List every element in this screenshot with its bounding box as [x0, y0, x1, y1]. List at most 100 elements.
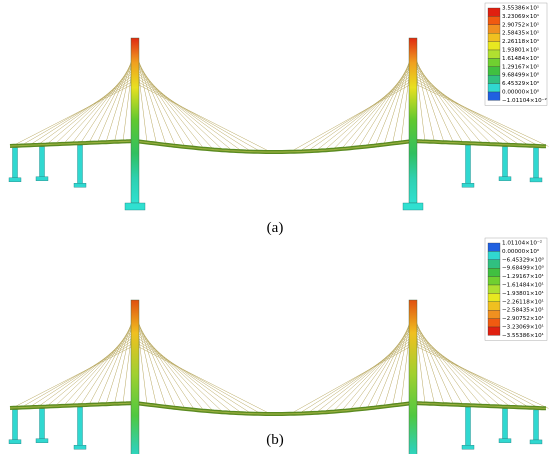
pier-base — [35, 176, 49, 181]
legend-label: −2.26118×10¹ — [502, 298, 544, 305]
cable — [412, 344, 549, 409]
cable — [412, 76, 530, 146]
legend-label: 2.90752×10¹ — [502, 21, 539, 28]
legend-label: 1.01104×10⁻² — [502, 240, 542, 247]
cable — [412, 70, 511, 146]
cable — [412, 58, 473, 144]
cable — [412, 61, 483, 144]
cable — [307, 76, 414, 152]
legend-label: 1.29167×10¹ — [502, 63, 539, 70]
legend-label: −6.45329×10⁰ — [502, 256, 545, 263]
cable — [46, 332, 136, 407]
legend-swatch — [487, 301, 501, 311]
cable — [12, 344, 136, 409]
legend-swatch — [487, 259, 501, 269]
cable — [412, 64, 492, 145]
cable — [54, 329, 136, 407]
cable — [412, 341, 540, 409]
pier — [39, 146, 45, 177]
legend-label: −2.90752×10¹ — [502, 315, 544, 322]
legend-swatch — [487, 268, 501, 277]
cable — [290, 82, 414, 153]
pier-base — [73, 182, 87, 188]
legend-label: −1.01104×10⁻² — [502, 97, 547, 104]
legend-swatch — [487, 284, 501, 294]
cable — [80, 58, 136, 144]
cable — [134, 344, 271, 415]
legend-label: −3.55386×10¹ — [502, 332, 544, 339]
legend-label: −1.29167×10¹ — [502, 273, 544, 280]
legend-label: 1.61484×10¹ — [502, 55, 539, 62]
pier — [12, 147, 18, 179]
cable — [412, 82, 549, 147]
cable — [290, 344, 414, 415]
cable — [134, 320, 195, 410]
pier — [465, 144, 471, 184]
pier-base — [8, 177, 22, 183]
legend-swatch — [487, 242, 501, 252]
legend-label: 2.26118×10¹ — [502, 38, 539, 45]
legend-label: 3.55386×10¹ — [502, 5, 539, 12]
cable — [412, 55, 464, 144]
legend-label: 0.00000×10⁰ — [502, 248, 540, 255]
cable — [80, 320, 136, 406]
cable — [134, 338, 252, 414]
legend-swatch — [487, 326, 501, 336]
legend-label: 6.45329×10⁰ — [502, 80, 540, 87]
cable — [134, 55, 186, 148]
legend-swatch — [487, 251, 501, 260]
cable — [134, 76, 252, 152]
cable — [134, 67, 224, 151]
cable — [29, 338, 136, 408]
cable — [412, 332, 511, 408]
cable — [358, 320, 414, 410]
cable — [63, 64, 136, 145]
cable — [71, 61, 136, 144]
cable — [134, 329, 224, 413]
pier — [77, 407, 83, 446]
pier-base — [73, 445, 87, 450]
cable — [134, 64, 214, 150]
legend-swatch — [487, 75, 501, 84]
legend-swatch — [487, 318, 501, 328]
legend-swatch — [487, 16, 501, 25]
pier-base — [461, 445, 475, 450]
cable — [63, 326, 136, 407]
cable — [341, 326, 414, 412]
cable — [54, 67, 136, 145]
legend-label: −1.61484×10¹ — [502, 282, 544, 289]
cable — [349, 323, 414, 411]
cable — [46, 70, 136, 145]
cable — [20, 341, 136, 408]
cable — [134, 326, 214, 412]
cable — [134, 73, 243, 152]
legend-swatch — [487, 293, 501, 302]
pier-base — [35, 438, 49, 443]
legend-label: −1.93801×10¹ — [502, 290, 544, 297]
cable — [412, 320, 473, 406]
pier-base — [529, 439, 543, 445]
cable — [412, 338, 530, 408]
legend-label: 1.93801×10¹ — [502, 47, 539, 54]
cable — [412, 329, 502, 407]
legend-swatch — [487, 276, 501, 286]
cable — [298, 341, 414, 414]
cable — [29, 76, 136, 146]
tower — [408, 37, 418, 204]
cable — [134, 70, 233, 152]
tower — [408, 299, 418, 454]
tower — [130, 299, 140, 454]
panel-label: (a) — [267, 220, 284, 236]
cable — [298, 79, 414, 152]
cable — [412, 335, 521, 408]
cable — [134, 332, 233, 414]
cable — [324, 332, 414, 413]
pier — [12, 409, 18, 440]
pier-base — [461, 182, 475, 188]
cable — [412, 323, 483, 406]
cable — [134, 341, 262, 415]
legend-swatch — [487, 49, 501, 59]
cable — [324, 70, 414, 151]
legend-label: −3.23069×10¹ — [502, 324, 544, 331]
